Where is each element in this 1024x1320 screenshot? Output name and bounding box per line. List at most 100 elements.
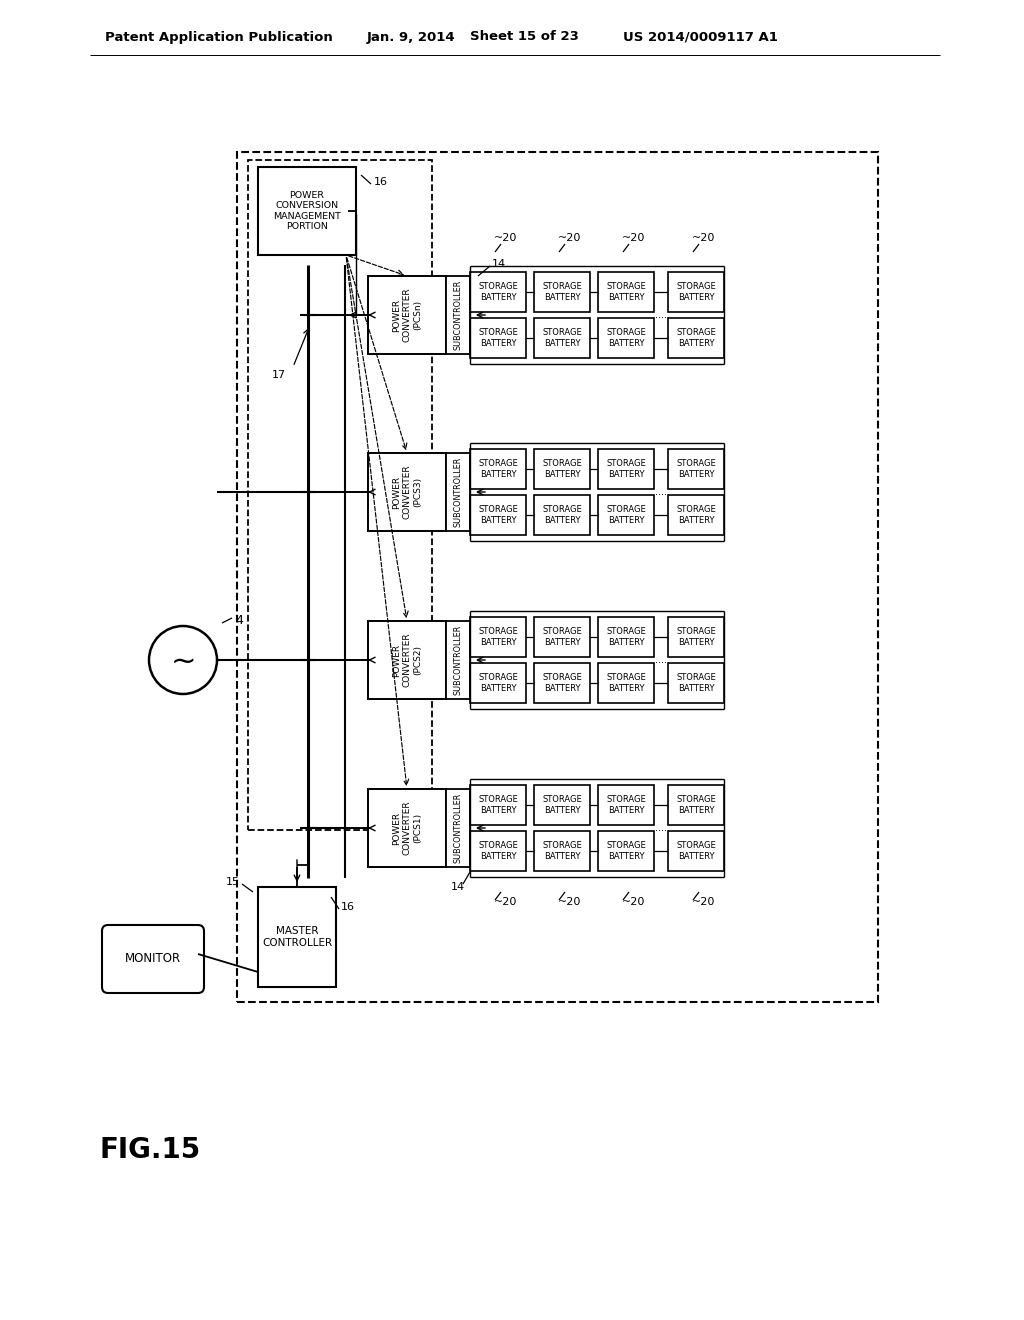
Bar xyxy=(248,160,432,830)
Text: SUBCONTROLLER: SUBCONTROLLER xyxy=(454,793,463,863)
Text: STORAGE
BATTERY: STORAGE BATTERY xyxy=(542,673,582,693)
Text: ~20: ~20 xyxy=(692,898,716,907)
Bar xyxy=(668,272,724,312)
Text: STORAGE
BATTERY: STORAGE BATTERY xyxy=(542,841,582,861)
Bar xyxy=(470,832,526,871)
Text: STORAGE
BATTERY: STORAGE BATTERY xyxy=(676,841,716,861)
Bar xyxy=(368,620,446,700)
Text: 17: 17 xyxy=(272,370,286,380)
Text: POWER
CONVERTER
(PCS3): POWER CONVERTER (PCS3) xyxy=(392,465,422,519)
Text: STORAGE
BATTERY: STORAGE BATTERY xyxy=(676,506,716,525)
Text: STORAGE
BATTERY: STORAGE BATTERY xyxy=(478,459,518,479)
Bar xyxy=(668,449,724,488)
Text: STORAGE
BATTERY: STORAGE BATTERY xyxy=(478,329,518,347)
Text: ~20: ~20 xyxy=(623,234,646,243)
Text: 14: 14 xyxy=(492,259,506,269)
Bar xyxy=(598,495,654,535)
Text: STORAGE
BATTERY: STORAGE BATTERY xyxy=(478,841,518,861)
Text: STORAGE
BATTERY: STORAGE BATTERY xyxy=(478,627,518,647)
Bar xyxy=(470,663,526,704)
Bar xyxy=(258,168,356,255)
Text: .....: ..... xyxy=(655,822,671,833)
Text: STORAGE
BATTERY: STORAGE BATTERY xyxy=(676,795,716,814)
Bar xyxy=(470,495,526,535)
Bar xyxy=(446,789,470,867)
Bar xyxy=(534,318,590,358)
FancyBboxPatch shape xyxy=(102,925,204,993)
Text: STORAGE
BATTERY: STORAGE BATTERY xyxy=(542,506,582,525)
Bar xyxy=(258,887,336,987)
Bar xyxy=(598,318,654,358)
Bar xyxy=(534,832,590,871)
Text: STORAGE
BATTERY: STORAGE BATTERY xyxy=(606,795,646,814)
Bar xyxy=(668,318,724,358)
Text: ~20: ~20 xyxy=(558,234,582,243)
Text: ~20: ~20 xyxy=(692,234,716,243)
Bar xyxy=(668,495,724,535)
Text: 16: 16 xyxy=(374,177,388,187)
Text: Jan. 9, 2014: Jan. 9, 2014 xyxy=(367,30,456,44)
Bar xyxy=(470,616,526,657)
Text: STORAGE
BATTERY: STORAGE BATTERY xyxy=(606,282,646,302)
Text: STORAGE
BATTERY: STORAGE BATTERY xyxy=(542,282,582,302)
Bar xyxy=(368,453,446,531)
Text: STORAGE
BATTERY: STORAGE BATTERY xyxy=(676,459,716,479)
Bar xyxy=(446,276,470,354)
Text: ~20: ~20 xyxy=(495,234,518,243)
Bar xyxy=(534,272,590,312)
Text: STORAGE
BATTERY: STORAGE BATTERY xyxy=(542,329,582,347)
Text: STORAGE
BATTERY: STORAGE BATTERY xyxy=(542,627,582,647)
Text: STORAGE
BATTERY: STORAGE BATTERY xyxy=(676,329,716,347)
Bar xyxy=(598,832,654,871)
Text: STORAGE
BATTERY: STORAGE BATTERY xyxy=(542,459,582,479)
Text: STORAGE
BATTERY: STORAGE BATTERY xyxy=(606,673,646,693)
Bar xyxy=(668,616,724,657)
Bar xyxy=(368,789,446,867)
Bar xyxy=(598,616,654,657)
Text: STORAGE
BATTERY: STORAGE BATTERY xyxy=(606,506,646,525)
Bar xyxy=(598,785,654,825)
Text: STORAGE
BATTERY: STORAGE BATTERY xyxy=(542,795,582,814)
Bar xyxy=(534,785,590,825)
Text: POWER
CONVERTER
(PCSn): POWER CONVERTER (PCSn) xyxy=(392,288,422,342)
Text: .....: ..... xyxy=(655,655,671,665)
Bar xyxy=(534,663,590,704)
Bar xyxy=(470,272,526,312)
Text: STORAGE
BATTERY: STORAGE BATTERY xyxy=(676,627,716,647)
Bar xyxy=(446,453,470,531)
Text: POWER
CONVERTER
(PCS1): POWER CONVERTER (PCS1) xyxy=(392,801,422,855)
Text: 15: 15 xyxy=(226,876,240,887)
Bar xyxy=(237,152,878,1002)
Text: STORAGE
BATTERY: STORAGE BATTERY xyxy=(606,329,646,347)
Text: ~20: ~20 xyxy=(495,898,518,907)
Text: FIG.15: FIG.15 xyxy=(100,1137,202,1164)
Bar xyxy=(446,620,470,700)
Text: SUBCONTROLLER: SUBCONTROLLER xyxy=(454,457,463,527)
Text: Patent Application Publication: Patent Application Publication xyxy=(105,30,333,44)
Text: 4: 4 xyxy=(234,615,243,627)
Text: MASTER
CONTROLLER: MASTER CONTROLLER xyxy=(262,927,332,948)
Text: MONITOR: MONITOR xyxy=(125,953,181,965)
Bar xyxy=(668,832,724,871)
Text: 16: 16 xyxy=(341,902,355,912)
Text: POWER
CONVERSION
MANAGEMENT
PORTION: POWER CONVERSION MANAGEMENT PORTION xyxy=(273,191,341,231)
Bar xyxy=(470,318,526,358)
Text: STORAGE
BATTERY: STORAGE BATTERY xyxy=(478,673,518,693)
Bar xyxy=(598,272,654,312)
Text: STORAGE
BATTERY: STORAGE BATTERY xyxy=(676,673,716,693)
Bar xyxy=(668,663,724,704)
Text: ~: ~ xyxy=(170,648,196,676)
Bar xyxy=(668,785,724,825)
Bar xyxy=(534,495,590,535)
Text: POWER
CONVERTER
(PCS2): POWER CONVERTER (PCS2) xyxy=(392,632,422,688)
Text: ~20: ~20 xyxy=(623,898,646,907)
Bar xyxy=(534,616,590,657)
Text: .....: ..... xyxy=(655,310,671,319)
Bar xyxy=(470,449,526,488)
Text: STORAGE
BATTERY: STORAGE BATTERY xyxy=(478,282,518,302)
Bar xyxy=(598,449,654,488)
Bar xyxy=(598,663,654,704)
Text: STORAGE
BATTERY: STORAGE BATTERY xyxy=(478,506,518,525)
Text: STORAGE
BATTERY: STORAGE BATTERY xyxy=(606,841,646,861)
Text: SUBCONTROLLER: SUBCONTROLLER xyxy=(454,624,463,696)
